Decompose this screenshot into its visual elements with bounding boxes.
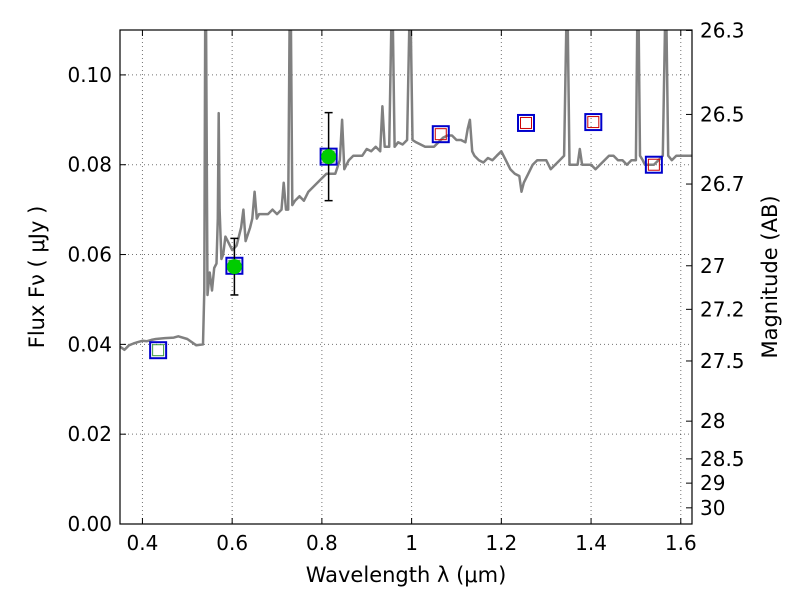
y2-tick-label: 26.5 [700, 102, 745, 126]
x-axis-title: Wavelength λ (μm) [306, 563, 507, 587]
y2-tick-label: 27 [700, 254, 725, 278]
x-tick-label: 1.6 [665, 531, 697, 555]
x-tick-label: 0.8 [306, 531, 338, 555]
x-tick-label: 1.4 [575, 531, 607, 555]
x-axis-ticks: 0.4 0.6 0.8 1 1.2 1.4 1.6 [127, 30, 697, 555]
x-tick-label: 1.2 [485, 531, 517, 555]
y-axis-title: Flux Fν ( μJy ) [25, 206, 49, 349]
model-photometry-outer-square [431, 125, 450, 144]
model-photometry-outer-square [584, 113, 603, 132]
y2-tick-label: 27.2 [700, 297, 745, 321]
y2-tick-label: 26.3 [700, 18, 745, 42]
y-tick-label: 0.10 [67, 63, 112, 87]
x-tick-label: 0.4 [127, 531, 159, 555]
y2-tick-label: 28.5 [700, 447, 745, 471]
plot-frame [119, 29, 693, 525]
series-layer [120, 30, 692, 352]
series-line-model-sed [120, 30, 692, 352]
x-tick-label: 0.6 [216, 531, 248, 555]
y-tick-label: 0.00 [67, 512, 112, 536]
model-photometry-inner-square [520, 116, 533, 129]
observed-flux-point [226, 259, 242, 275]
model-photometry-outer-square [149, 341, 168, 360]
y2-tick-label: 28 [700, 409, 725, 433]
model-photometry-inner-square [587, 116, 600, 129]
y-tick-label: 0.06 [67, 243, 112, 267]
model-photometry-inner-square [647, 158, 660, 171]
x-tick-label: 1 [405, 531, 418, 555]
marker-layer [149, 111, 663, 360]
y-tick-label: 0.02 [67, 422, 112, 446]
y2-tick-label: 29 [700, 471, 725, 495]
model-photometry-inner-square [152, 344, 165, 357]
y2-tick-label: 27.5 [700, 349, 745, 373]
y-axis-ticks: 0.00 0.02 0.04 0.06 0.08 0.10 [67, 63, 126, 536]
observed-flux-point [321, 149, 337, 165]
y2-axis-title: Magnitude (AB) [758, 195, 782, 358]
model-photometry-outer-square [644, 155, 663, 174]
y-tick-label: 0.08 [67, 153, 112, 177]
y-tick-label: 0.04 [67, 332, 112, 356]
y2-tick-label: 26.7 [700, 172, 745, 196]
model-photometry-inner-square [434, 128, 447, 141]
y2-tick-label: 30 [700, 496, 725, 520]
model-photometry-outer-square [517, 113, 536, 132]
